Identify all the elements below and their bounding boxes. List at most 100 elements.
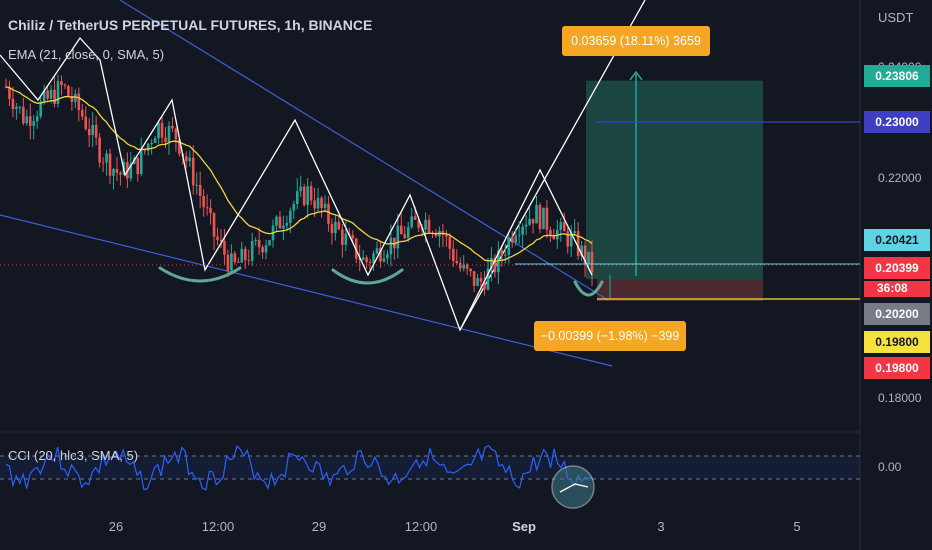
candle-body <box>35 116 39 122</box>
candle-body <box>344 233 348 245</box>
cci-pane <box>0 444 860 509</box>
candle-body <box>365 257 368 263</box>
symbol-title[interactable]: Chiliz / TetherUS PERPETUAL FUTURES, 1h,… <box>8 17 373 33</box>
candle-body <box>115 169 119 173</box>
candle-body <box>379 248 382 262</box>
candle-body <box>278 216 282 229</box>
candle-body <box>469 268 472 272</box>
candle-body <box>497 250 500 273</box>
currency-label[interactable]: USDT <box>878 10 914 25</box>
rounding-arcs <box>158 266 604 297</box>
ema-indicator-label[interactable]: EMA (21, close, 0, SMA, 5) <box>8 47 165 62</box>
candle-body <box>56 81 60 105</box>
candle-body <box>323 203 327 208</box>
rounding-bottom-arc <box>331 268 404 285</box>
candle-body <box>22 106 25 124</box>
candle-body <box>580 245 583 256</box>
candle-body <box>368 262 372 264</box>
candle-body <box>427 219 431 233</box>
candle-body <box>549 229 552 236</box>
candle-body <box>105 153 108 163</box>
candle-body <box>504 254 507 256</box>
candle-body <box>556 229 559 240</box>
candle-body <box>445 234 448 237</box>
yellow-price-badge: 0.19800 <box>864 331 930 353</box>
candle-body <box>25 116 29 124</box>
candle-body <box>53 89 56 105</box>
candle-body <box>406 227 410 239</box>
candle-body <box>174 128 178 140</box>
candle-body <box>583 245 587 265</box>
cci-zero-tick: 0.00 <box>878 460 902 474</box>
candle-body <box>361 257 365 260</box>
candle-body <box>462 264 466 269</box>
loss-label[interactable]: −0.00399 (−1.98%) −399 <box>534 321 686 351</box>
candle-body <box>295 191 299 204</box>
ema-21 <box>5 86 593 263</box>
candle-body <box>171 125 174 129</box>
candle-body <box>413 216 417 220</box>
candle-body <box>330 223 334 234</box>
candle-body <box>559 222 563 230</box>
candle-body <box>195 184 199 186</box>
candle-body <box>452 248 455 262</box>
candle-body <box>8 86 11 99</box>
candle-body <box>486 268 490 290</box>
time-tick: 3 <box>657 519 665 534</box>
candle-body <box>396 225 400 249</box>
candle-body <box>535 204 538 224</box>
candle-body <box>32 121 36 126</box>
cci-line <box>5 444 593 491</box>
candle-body <box>542 207 545 230</box>
price-tick: 0.18000 <box>878 391 922 405</box>
candle-body <box>139 149 143 175</box>
lower-trendline <box>0 214 613 367</box>
candle-body <box>230 253 233 271</box>
candle-body <box>341 229 344 245</box>
candle-body <box>275 216 278 226</box>
candle-body <box>354 238 358 259</box>
upper-trendline <box>119 0 609 301</box>
candle-body <box>243 248 247 260</box>
zigzag-pattern <box>0 36 593 332</box>
candle-body <box>490 257 493 269</box>
candle-body <box>552 235 556 240</box>
candle-body <box>94 124 98 138</box>
profit-label[interactable]: 0.03659 (18.11%) 3659 <box>562 26 710 56</box>
candle-body <box>185 156 188 162</box>
rounding-bottom-arc <box>158 266 242 283</box>
candle-body <box>320 197 323 208</box>
candle-body <box>233 253 237 262</box>
candle-body <box>87 128 91 136</box>
candle-body <box>167 125 171 142</box>
candle-body <box>507 237 511 255</box>
candle-body <box>510 237 514 243</box>
candle-body <box>576 231 580 256</box>
cci-indicator-label[interactable]: CCI (20, hlc3, SMA, 5) <box>8 448 139 463</box>
candle-body <box>160 122 164 138</box>
position-zones <box>586 70 763 301</box>
candle-body <box>157 122 160 139</box>
candle-body <box>98 137 101 163</box>
time-tick: 29 <box>311 519 327 534</box>
candle-body <box>372 253 375 263</box>
stop-zone <box>597 279 763 301</box>
stop-price-badge: 0.19800 <box>864 357 930 379</box>
candle-body <box>178 139 181 154</box>
candle-body <box>514 235 518 243</box>
candle-body <box>202 195 205 208</box>
target-zone <box>586 80 763 279</box>
candle-body <box>198 184 202 196</box>
candle-body <box>237 261 240 263</box>
candle-body <box>91 124 94 136</box>
pane-separator <box>0 0 861 550</box>
candle-body <box>351 235 355 239</box>
candles <box>4 74 594 296</box>
candle-body <box>112 169 115 176</box>
time-tick: 12:00 <box>404 519 438 534</box>
candle-body <box>587 251 590 265</box>
rounding-bottom-arc <box>573 280 604 297</box>
candle-body <box>334 221 337 234</box>
